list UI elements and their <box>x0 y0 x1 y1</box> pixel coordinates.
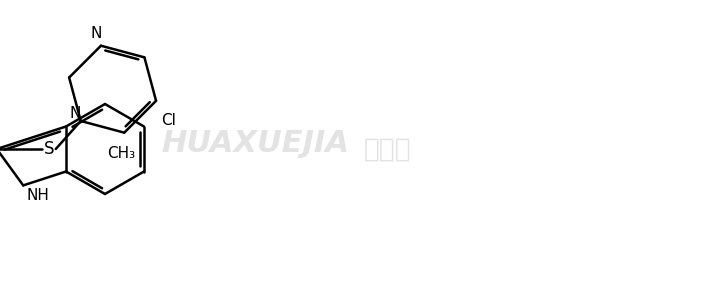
Text: N: N <box>90 26 102 41</box>
Text: S: S <box>43 140 54 158</box>
Text: HUAXUEJIA: HUAXUEJIA <box>161 128 349 158</box>
Text: N: N <box>69 106 81 122</box>
Text: 化学加: 化学加 <box>365 137 411 163</box>
Text: Cl: Cl <box>161 113 176 128</box>
Text: NH: NH <box>26 188 49 204</box>
Text: CH₃: CH₃ <box>107 146 135 161</box>
